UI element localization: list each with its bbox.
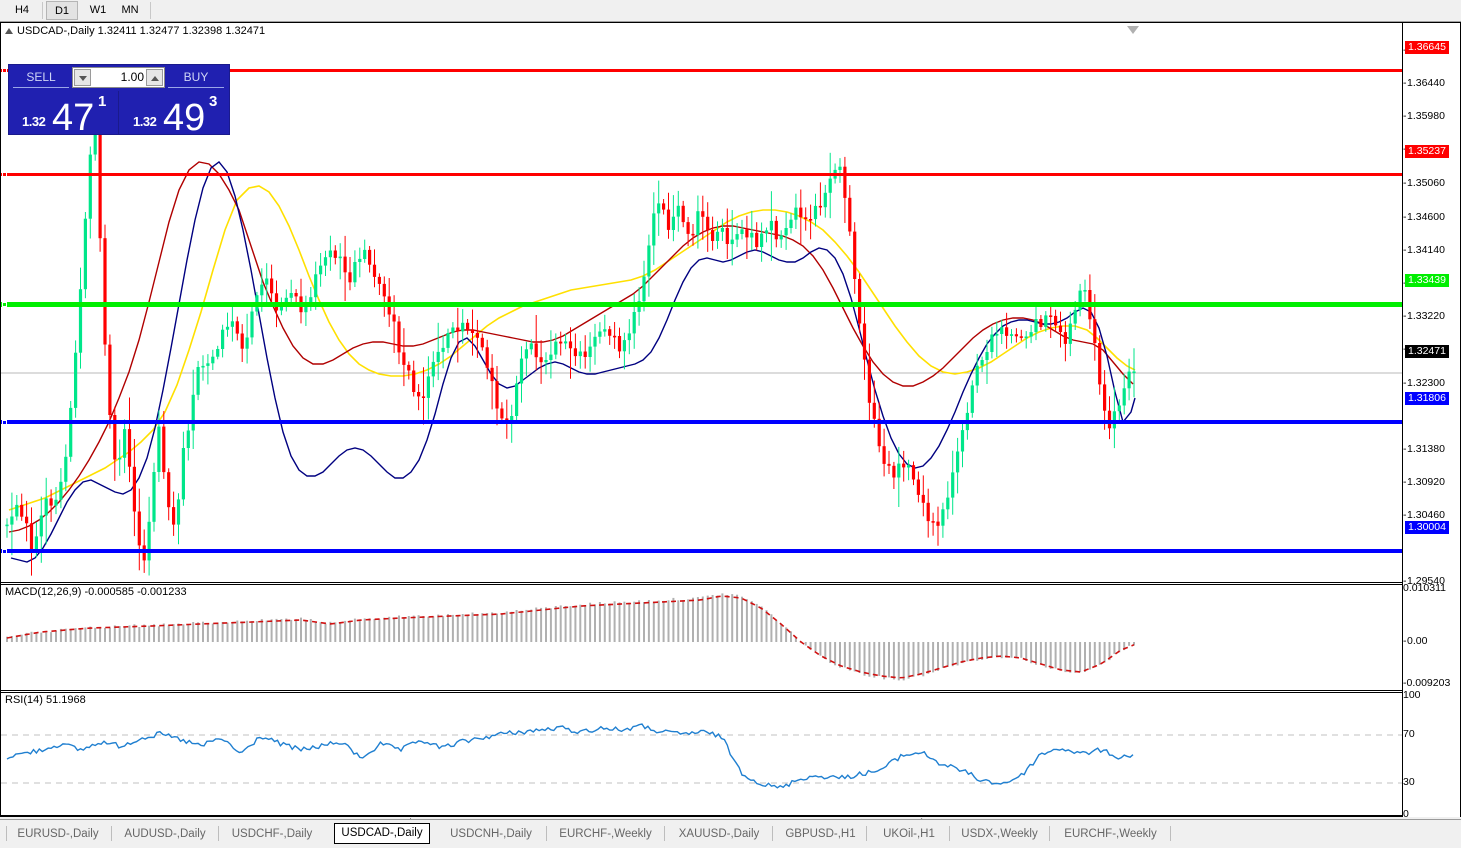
price-scale[interactable]: -1.36900 -1.36440 -1.35980 -1.35520 -1.3… [1402,23,1460,820]
level-line-1-35237[interactable] [1,173,1403,176]
price-tick: -1.30920 [1403,476,1445,488]
sell-price-display[interactable]: 1.32 47 1 [10,91,119,139]
sell-price-prefix: 1.32 [22,114,46,129]
macd-scale-tick: -0.00 [1403,635,1428,647]
price-tick: -1.34600 [1403,211,1445,223]
current-price-label: 1.32471 [1405,345,1449,358]
sell-price-fraction: 1 [98,93,107,110]
chart-tab-xauusd-daily[interactable]: XAUUSD-,Daily [678,828,760,840]
chart-tab-usdchf-daily[interactable]: USDCHF-,Daily [231,828,313,840]
chevron-down-icon [79,76,87,81]
price-label-1-33439[interactable]: 1.33439 [1405,274,1449,287]
chart-tab-eurchf-weekly[interactable]: EURCHF-,Weekly [559,828,652,840]
rsi-pane[interactable] [1,692,1403,816]
chart-symbol-ohlc-text: USDCAD-,Daily 1.32411 1.32477 1.32398 1.… [17,25,266,37]
timeframe-button-w1[interactable]: W1 [89,4,107,16]
sell-button[interactable]: SELL [13,68,69,88]
price-pane[interactable] [1,40,1403,583]
rsi-scale-tick: 70 [1403,728,1415,740]
timeframe-toolbar: H4 D1 W1 MN [0,0,1461,22]
price-tick: -1.34140 [1403,244,1445,256]
price-chart-svg [1,103,1403,576]
price-tick: -1.35980 [1403,110,1445,122]
sell-price-main: 47 [52,97,95,139]
chart-symbol-header: USDCAD-,Daily 1.32411 1.32477 1.32398 1.… [5,25,265,38]
macd-header: MACD(12,26,9) -0.000585 -0.001233 [5,586,187,598]
buy-price-main: 49 [163,97,206,139]
price-tick: -1.31380 [1403,443,1445,455]
buy-price-prefix: 1.32 [133,114,157,129]
chart-tab-gbpusd-h1[interactable]: GBPUSD-,H1 [785,828,856,840]
buy-button[interactable]: BUY [168,68,224,88]
one-click-trading-panel[interactable]: SELL 1.00 BUY 1.32 47 1 1.32 49 3 [8,64,230,139]
level-line-1-31806[interactable] [1,420,1403,424]
volume-input[interactable]: 1.00 [72,67,165,88]
chart-tab-eurusd-daily[interactable]: EURUSD-,Daily [17,828,99,840]
macd-scale-tick: 0.010311 [1403,582,1447,594]
price-tick: -1.33220 [1403,310,1445,322]
rsi-scale-tick: 100 [1403,689,1421,701]
price-tick: -1.35060 [1403,177,1445,189]
chart-tab-usdcnh-daily[interactable]: USDCNH-,Daily [450,828,532,840]
rsi-chart-svg [1,723,1403,789]
level-line-1-30004[interactable] [1,549,1403,553]
buy-price-fraction: 3 [209,93,218,110]
volume-value: 1.00 [120,70,144,84]
chart-tab-ukoil-h1[interactable]: UKOil-,H1 [883,828,935,840]
timeframe-button-d1[interactable]: D1 [46,1,78,20]
price-label-1-30004[interactable]: 1.30004 [1405,521,1449,534]
timeframe-button-mn[interactable]: MN [121,4,139,16]
volume-increment-button[interactable] [146,69,163,86]
chart-tab-usdcad-daily[interactable]: USDCAD-,Daily [334,823,430,844]
price-label-1-35237[interactable]: 1.35237 [1405,145,1449,158]
chart-tab-usdx-weekly[interactable]: USDX-,Weekly [961,828,1038,840]
chart-tab-audusd-daily[interactable]: AUDUSD-,Daily [124,828,206,840]
chart-window[interactable]: USDCAD-,Daily 1.32411 1.32477 1.32398 1.… [0,22,1461,829]
macd-chart-svg [6,593,1135,681]
macd-scale-tick: -0.009203 [1403,677,1451,689]
timeframe-button-h4[interactable]: H4 [14,4,30,16]
volume-decrement-button[interactable] [74,69,91,86]
triangle-down-icon[interactable] [1127,26,1139,34]
one-click-top-row: SELL 1.00 BUY [9,65,229,90]
price-tick: -1.30460 [1403,509,1445,521]
chart-tab-eurchf-weekly-2[interactable]: EURCHF-,Weekly [1064,828,1157,840]
price-label-1-31806[interactable]: 1.31806 [1405,392,1449,405]
level-line-1-36645[interactable] [1,69,1403,72]
macd-pane[interactable] [1,584,1403,691]
rsi-scale-tick: 30 [1403,776,1415,788]
price-label-1-36645[interactable]: 1.36645 [1405,41,1449,54]
price-tick: -1.32300 [1403,377,1445,389]
price-tick: -1.36440 [1403,77,1445,89]
price-tick: -1.29540 [1403,575,1445,587]
buy-price-display[interactable]: 1.32 49 3 [121,91,229,139]
chevron-up-icon [151,76,159,81]
rsi-header: RSI(14) 51.1968 [5,694,86,706]
level-line-1-33439[interactable] [1,302,1403,307]
collapse-triangle-icon[interactable] [5,28,13,35]
rsi-scale-tick: 0 [1403,808,1409,820]
chart-tab-bar: EURUSD-,Daily AUDUSD-,Daily USDCHF-,Dail… [0,819,1461,848]
